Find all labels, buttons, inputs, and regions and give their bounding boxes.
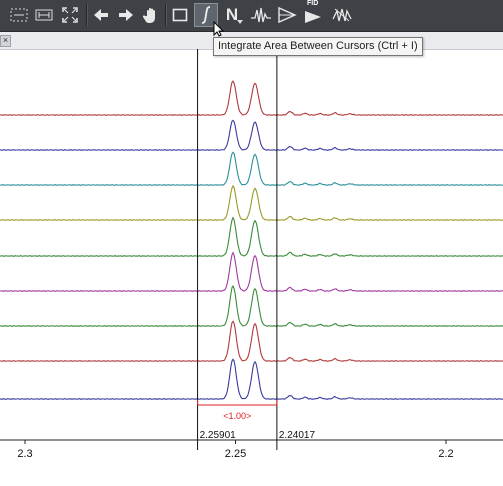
ppm-axis: 2.3 2.25 2.2 (0, 439, 503, 460)
axis-tick-label: 2.2 (438, 448, 453, 460)
back-arrow-icon[interactable] (89, 3, 113, 27)
integral-region: <1.00> (197, 400, 278, 421)
axis-tick-label: 2.25 (225, 448, 246, 460)
spectrum-trace (0, 251, 503, 293)
fid-label: FID (307, 0, 319, 7)
peak-picking-icon[interactable] (249, 3, 273, 27)
toolbar-separator (86, 4, 88, 26)
integral-value-label: <1.00> (223, 411, 251, 421)
phase-icon[interactable] (275, 3, 299, 27)
spectrum-trace (0, 184, 503, 222)
mouse-pointer-icon (213, 21, 225, 37)
select-region-icon[interactable] (7, 3, 31, 27)
stacked-spectra (0, 80, 503, 401)
close-tab-button[interactable]: × (0, 35, 11, 47)
toolbar: N FID (0, 0, 503, 32)
fit-to-window-icon[interactable] (58, 3, 82, 27)
tooltip: Integrate Area Between Cursors (Ctrl + I… (213, 37, 423, 56)
spectrum-trace (0, 216, 503, 257)
multiplet-icon[interactable] (330, 3, 354, 27)
normalize-label: N (225, 5, 239, 24)
cursor-ppm-label: 2.24017 (279, 430, 316, 441)
spectrum-trace (0, 119, 503, 151)
spectrum-trace (0, 320, 503, 362)
axis-tick-label: 2.3 (17, 448, 32, 460)
integral-bracket (197, 400, 278, 406)
normalize-icon[interactable]: N (220, 3, 244, 27)
integration-cursors: 2.25901 2.24017 (197, 49, 316, 450)
spectrum-trace (0, 80, 503, 117)
spectrum-trace (0, 151, 503, 186)
forward-arrow-icon[interactable] (114, 3, 138, 27)
baseline-icon[interactable] (32, 3, 56, 27)
cursor-ppm-label: 2.25901 (200, 430, 237, 441)
spectrum-trace (0, 284, 503, 327)
spectrum-trace (0, 358, 503, 401)
toolbar-separator (165, 4, 167, 26)
pan-hand-icon[interactable] (139, 3, 163, 27)
spectrum-plot[interactable]: 2.25901 2.24017 <1.00> 2.3 2.25 2.2 (0, 49, 503, 486)
rectangle-zoom-icon[interactable] (168, 3, 192, 27)
fid-icon[interactable]: FID (302, 0, 326, 27)
